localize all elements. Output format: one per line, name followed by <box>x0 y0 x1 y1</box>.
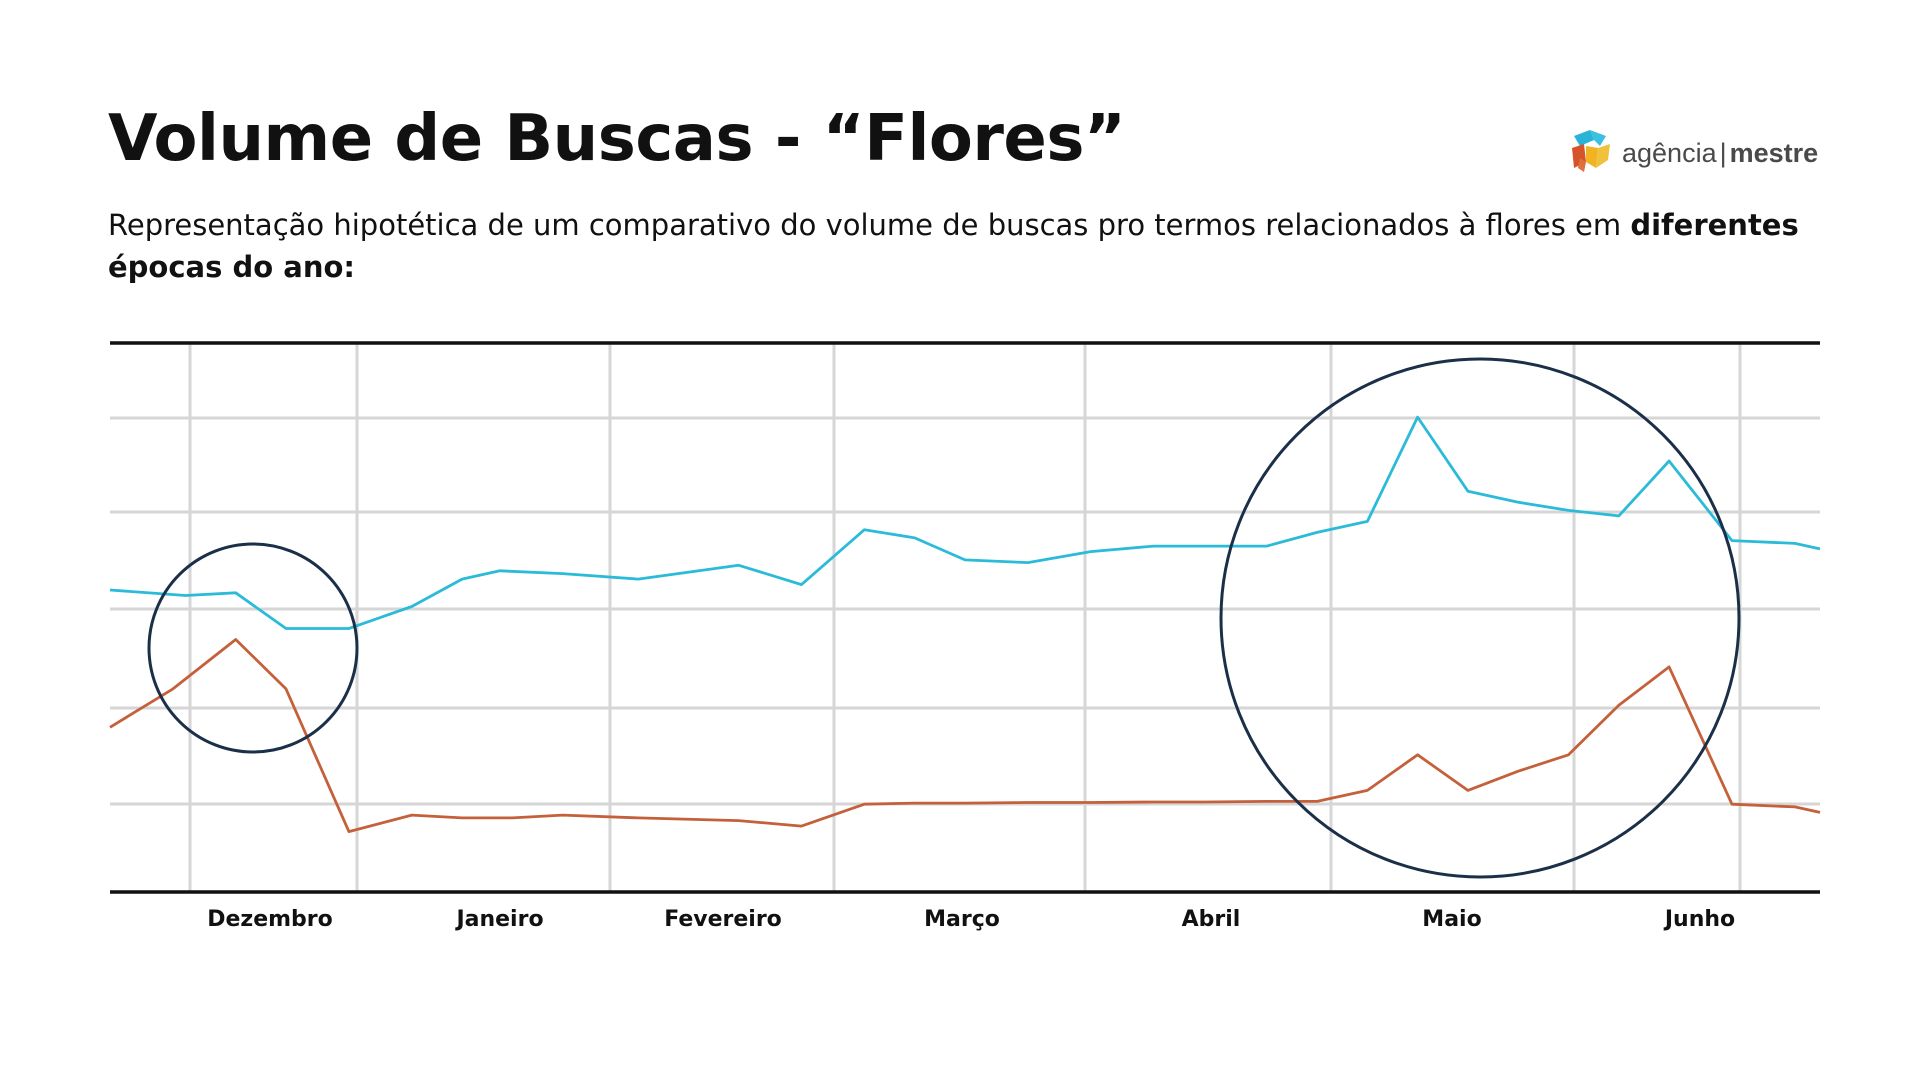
logo-wordmark: agência | mestre <box>1622 138 1818 169</box>
logo-text-right: mestre <box>1729 137 1819 168</box>
chart-title: Volume de Buscas - “Flores” <box>108 102 1126 176</box>
x-tick-label: Junho <box>1663 907 1735 932</box>
chart-subtitle: Representação hipotética de um comparati… <box>108 204 1808 288</box>
logo-separator: | <box>1719 137 1727 168</box>
x-tick-label: Dezembro <box>207 907 333 932</box>
series-line-1 <box>109 415 1821 630</box>
x-tick-label: Maio <box>1422 907 1481 932</box>
series-layer <box>109 415 1821 833</box>
x-tick-label: Abril <box>1182 907 1241 932</box>
logo-text-left: agência <box>1622 137 1717 168</box>
brand-logo: agência | mestre <box>1570 128 1818 178</box>
highlight-circle-dezembro <box>147 542 359 754</box>
agencia-mestre-logo-icon <box>1570 128 1612 178</box>
vertical-grid <box>188 343 1742 892</box>
x-tick-label: Março <box>924 907 1000 932</box>
highlight-circle-maio <box>1219 357 1741 879</box>
subtitle-bold-text: diferentes épocas do ano <box>108 208 1799 284</box>
highlight-circles <box>147 357 1741 879</box>
x-tick-labels: Dezembro Janeiro Fevereiro Março Abril Maio Ju… <box>207 907 1735 932</box>
x-tick-label: Fevereiro <box>664 907 782 932</box>
x-tick-label: Janeiro <box>454 907 543 932</box>
horizontal-grid <box>110 416 1820 806</box>
subtitle-regular-text: Representação hipotética de um comparati… <box>108 208 1631 242</box>
subtitle-colon: : <box>343 250 355 284</box>
